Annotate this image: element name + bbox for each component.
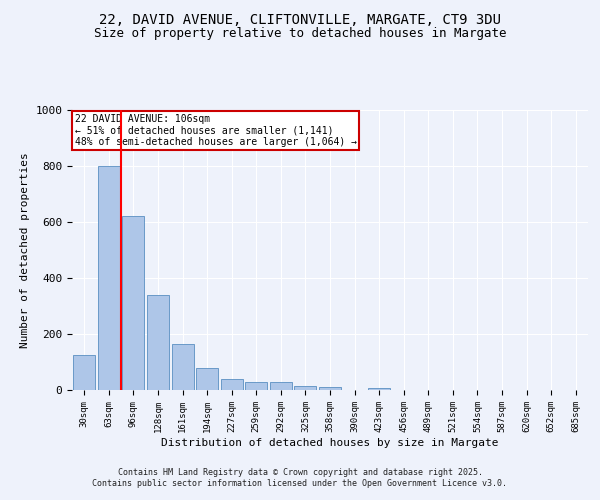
X-axis label: Distribution of detached houses by size in Margate: Distribution of detached houses by size …: [161, 438, 499, 448]
Bar: [98, 166, 120, 390]
Bar: [270, 382, 292, 390]
Bar: [245, 382, 268, 390]
Bar: [295, 386, 316, 390]
Bar: [172, 344, 194, 390]
Bar: [319, 387, 341, 390]
Bar: [221, 379, 243, 390]
Bar: [147, 296, 169, 390]
Bar: [73, 355, 95, 390]
Bar: [368, 388, 390, 390]
Text: Contains HM Land Registry data © Crown copyright and database right 2025.
Contai: Contains HM Land Registry data © Crown c…: [92, 468, 508, 487]
Y-axis label: Number of detached properties: Number of detached properties: [20, 152, 30, 348]
Text: 22 DAVID AVENUE: 106sqm
← 51% of detached houses are smaller (1,141)
48% of semi: 22 DAVID AVENUE: 106sqm ← 51% of detache…: [74, 114, 356, 148]
Text: 22, DAVID AVENUE, CLIFTONVILLE, MARGATE, CT9 3DU: 22, DAVID AVENUE, CLIFTONVILLE, MARGATE,…: [99, 12, 501, 26]
Bar: [122, 216, 145, 390]
Text: Size of property relative to detached houses in Margate: Size of property relative to detached ho…: [94, 28, 506, 40]
Bar: [196, 368, 218, 390]
